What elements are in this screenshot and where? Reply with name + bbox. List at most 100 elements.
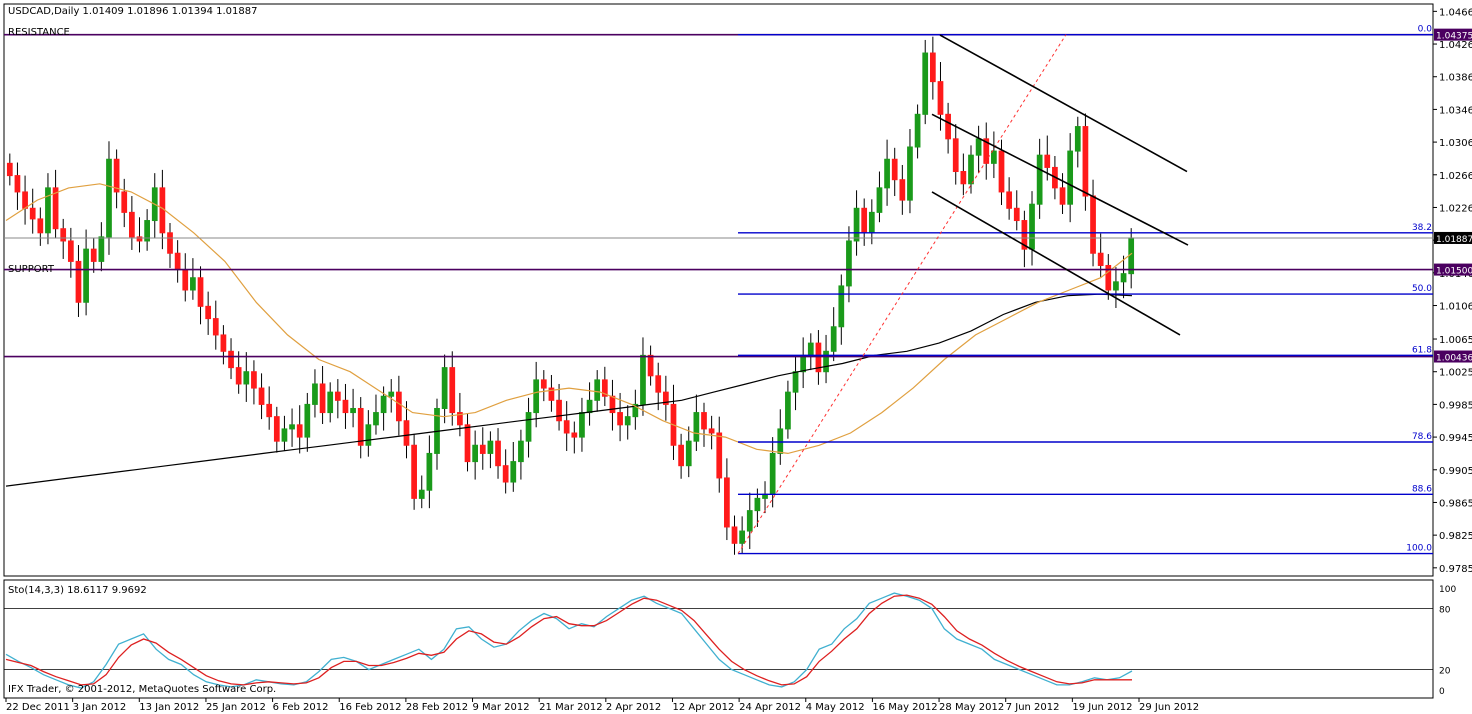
- bull-candle: [380, 395, 387, 414]
- lower-support-price-tag-box: [1434, 350, 1472, 363]
- indicator-header: Sto(14,3,3) 18.6117 9.9692: [8, 585, 147, 596]
- bear-candle: [1097, 252, 1104, 266]
- bear-candle: [205, 305, 212, 320]
- bull-candle: [884, 158, 890, 189]
- bear-candle: [220, 334, 227, 352]
- bull-candle: [823, 350, 829, 373]
- bear-candle: [342, 399, 349, 414]
- main-panel-frame: [3, 3, 1434, 577]
- date-axis: 22 Dec 2011 3 Jan 2012 13 Jan 2012 25 Jan 2…: [5, 698, 1199, 713]
- bear-candle: [212, 318, 219, 336]
- bull-candle: [388, 391, 395, 397]
- bear-candle: [655, 375, 662, 393]
- bull-candle: [922, 52, 929, 115]
- bear-candle: [129, 211, 135, 238]
- bear-candle: [197, 277, 204, 307]
- copyright-watermark: IFX Trader, © 2001-2012, MetaQuotes Soft…: [8, 684, 276, 695]
- bull-candle: [190, 277, 196, 291]
- bear-candle: [60, 228, 67, 242]
- fib-level-label: 78.6: [1412, 432, 1432, 442]
- bear-candle: [167, 232, 173, 254]
- bear-candle: [174, 252, 181, 271]
- bear-candle: [1105, 264, 1112, 291]
- channel-upper-line: [939, 34, 1188, 173]
- bear-candle: [1082, 126, 1089, 197]
- bull-candle: [350, 407, 356, 414]
- fib-level-label: 100.0: [1406, 544, 1432, 554]
- bull-candle: [533, 379, 540, 414]
- bear-candle: [67, 240, 74, 262]
- price-tick-label: 1.02260: [1439, 203, 1472, 214]
- bull-candle: [739, 530, 746, 544]
- price-tick-label: 1.00650: [1439, 335, 1472, 346]
- support-annotation: SUPPORT: [8, 264, 55, 275]
- bull-candle: [281, 428, 288, 442]
- bull-candle: [289, 424, 295, 430]
- price-tick-label: 1.03460: [1439, 105, 1472, 116]
- bull-candle: [876, 187, 883, 213]
- bull-candle: [441, 367, 448, 409]
- bear-candle: [403, 420, 410, 446]
- fib-level-label: 0.0: [1418, 25, 1433, 35]
- stoch-signal-line: [5, 594, 1132, 686]
- bear-candle: [495, 440, 501, 467]
- bear-candle: [75, 260, 82, 303]
- bull-candle: [991, 150, 997, 164]
- bear-candle: [1021, 220, 1028, 250]
- bull-candle: [769, 452, 776, 495]
- bear-candle: [449, 367, 456, 414]
- bear-candle: [983, 138, 990, 164]
- bear-candle: [556, 399, 562, 422]
- date-tick-label: 28 Feb 2012: [406, 702, 468, 713]
- date-tick-label: 19 Jun 2012: [1072, 702, 1132, 713]
- bear-candle: [121, 191, 128, 213]
- date-tick-label: 29 Jun 2012: [1139, 702, 1199, 713]
- date-tick-label: 16 Feb 2012: [339, 702, 401, 713]
- bull-candle: [304, 403, 311, 438]
- bear-candle: [701, 412, 707, 430]
- bear-candle: [90, 248, 97, 262]
- stoch-tick-label: 80: [1439, 605, 1451, 615]
- bear-candle: [891, 158, 898, 181]
- date-tick-label: 16 May 2012: [872, 702, 937, 713]
- bear-candle: [960, 171, 967, 185]
- fib-level-label: 50.0: [1412, 284, 1432, 294]
- bear-candle: [228, 350, 234, 369]
- lower-support-price-tag: 1.00436: [1436, 354, 1472, 364]
- bear-candle: [37, 218, 44, 234]
- bull-candle: [373, 412, 379, 426]
- date-tick-label: 24 Apr 2012: [739, 702, 801, 713]
- bear-candle: [731, 526, 738, 544]
- bear-candle: [464, 424, 471, 463]
- bear-candle: [1059, 187, 1066, 205]
- bear-candle: [540, 379, 547, 389]
- bear-candle: [411, 444, 417, 499]
- stoch-main-line: [5, 592, 1133, 689]
- price-tick-label: 1.03060: [1439, 138, 1472, 149]
- bull-candle: [472, 444, 479, 463]
- support-price-tag-box: [1434, 263, 1472, 276]
- bear-candle: [678, 444, 684, 467]
- price-tick-label: 1.03860: [1439, 73, 1472, 84]
- price-tick-label: 1.02660: [1439, 171, 1472, 182]
- price-axis: 1.04660 1.04260 1.03860 1.03460 1.03060 1.026…: [1433, 7, 1472, 697]
- bull-candle: [365, 424, 372, 446]
- moving-average-slow-line: [5, 293, 1133, 487]
- date-tick-label: 2 Apr 2012: [606, 702, 661, 713]
- bull-candle: [243, 371, 250, 385]
- bull-candle: [418, 489, 425, 499]
- bull-candle: [693, 412, 700, 442]
- bull-candle: [487, 440, 494, 454]
- bear-candle: [548, 387, 555, 401]
- bull-candle: [594, 379, 601, 401]
- bull-candle: [312, 383, 318, 405]
- bull-candle: [426, 452, 433, 491]
- bull-candle: [525, 412, 532, 442]
- bear-candle: [22, 191, 28, 209]
- bear-candle: [235, 367, 242, 385]
- bull-candle: [846, 240, 852, 287]
- bull-candle: [777, 428, 784, 454]
